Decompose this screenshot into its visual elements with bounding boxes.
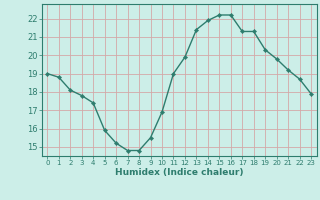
X-axis label: Humidex (Indice chaleur): Humidex (Indice chaleur) (115, 168, 244, 177)
